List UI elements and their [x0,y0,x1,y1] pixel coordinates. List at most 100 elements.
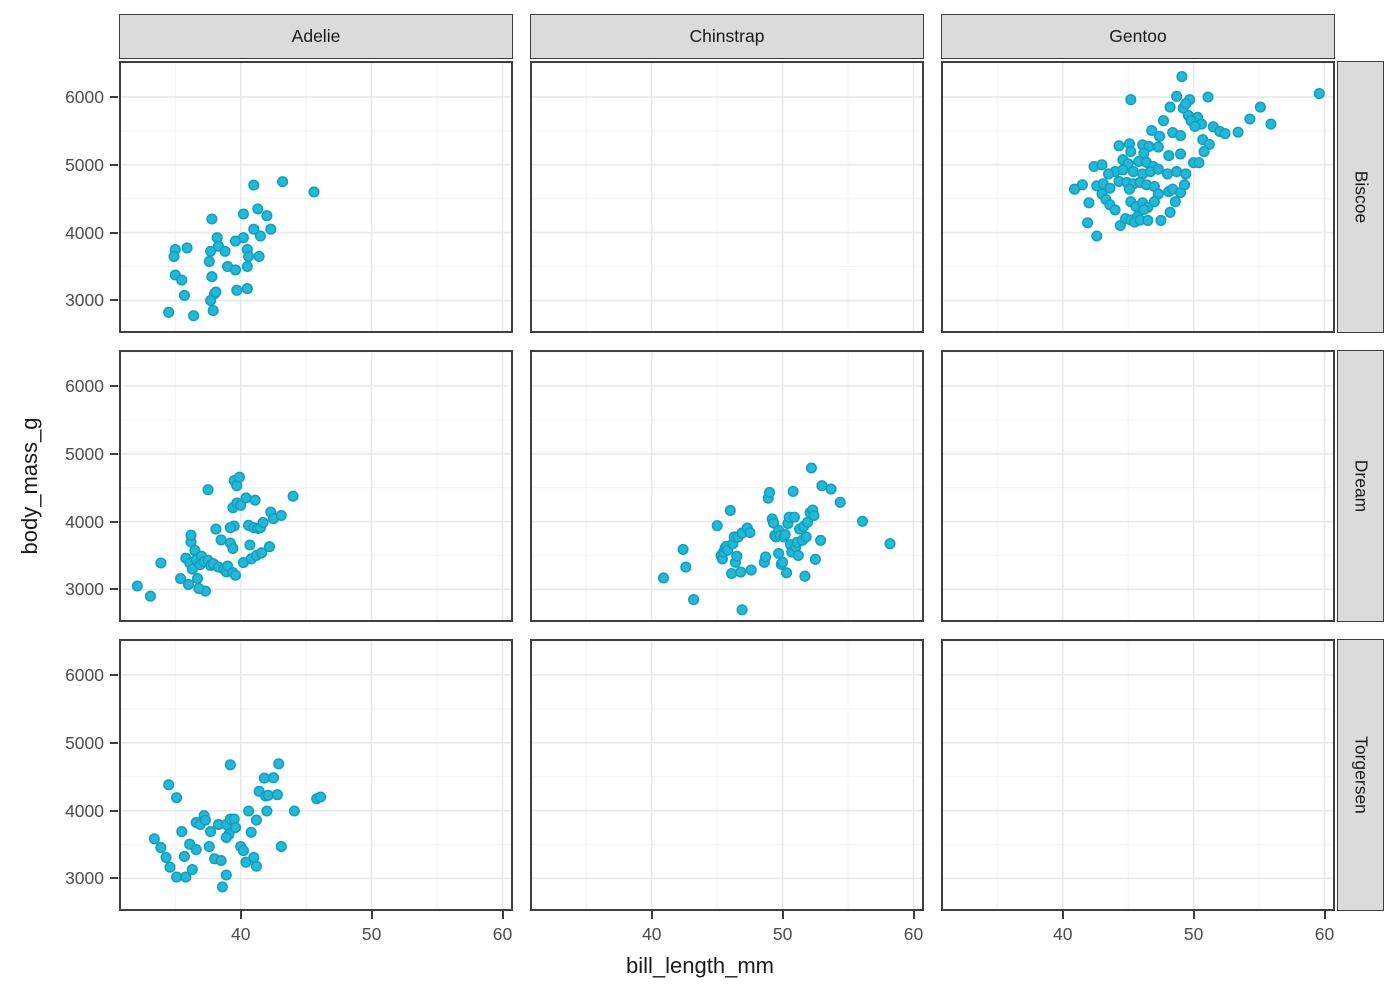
data-point [176,274,188,286]
data-point [1152,163,1164,175]
y-tick-mark [110,231,118,234]
panel-background [530,639,924,911]
y-tick-mark [110,163,118,166]
data-point [735,566,747,578]
panel-chinstrap-dream [530,350,924,622]
data-point [229,235,242,247]
data-point [1219,128,1231,140]
y-tick-label: 3000 [65,290,104,311]
x-tick-label: 60 [903,924,924,944]
data-point [800,531,812,543]
y-tick-label: 6000 [65,664,104,685]
data-point [744,526,756,539]
y-tick-mark [110,673,118,676]
data-point [1313,88,1325,100]
data-point [231,284,243,296]
data-point [816,480,828,492]
data-point [216,881,228,893]
data-point [1180,168,1192,180]
data-point [245,826,257,838]
panel-background [530,350,924,622]
data-point [792,549,804,562]
data-point [1203,138,1215,150]
data-point [215,854,227,867]
x-tick-mark [781,911,784,919]
data-point [787,485,799,497]
data-point [1109,204,1121,216]
y-tick-mark [110,452,118,455]
data-point [227,542,239,554]
data-point [884,538,896,550]
data-point [1148,196,1160,208]
data-point [258,772,270,784]
data-point [1146,124,1158,137]
row-strip-label: Torgersen [1351,736,1371,814]
data-point [257,517,269,529]
panel-background [941,61,1335,333]
y-tick-mark [110,299,118,302]
panel-gentoo-biscoe [941,61,1335,333]
data-point [205,826,217,838]
data-point [1127,166,1139,178]
data-point [273,758,285,770]
data-point [1198,146,1210,158]
data-point [799,570,811,582]
data-point [271,789,283,801]
data-point [240,856,252,868]
panel-border [941,639,1335,911]
data-point [1232,126,1244,138]
data-point [773,547,785,560]
data-point [1113,140,1125,152]
panel-border [941,61,1335,333]
y-tick-label: 5000 [65,732,104,753]
data-point [254,230,266,242]
row-strip-torgersen: Torgersen [1337,639,1384,911]
data-point [163,779,175,791]
panel-border [119,61,513,333]
data-point [745,564,757,576]
data-point [235,499,247,511]
y-tick-label: 6000 [65,86,104,107]
data-point [287,490,299,502]
data-point [202,484,214,496]
y-tick-mark [110,809,118,812]
y-tick-label: 4000 [65,511,104,532]
data-point [1180,98,1192,110]
panel-background [941,639,1335,911]
data-point [788,511,800,523]
data-point [1189,120,1201,133]
row-strip-label: Dream [1351,459,1371,513]
data-point [1178,179,1191,191]
panel-chinstrap-torgersen [530,639,924,911]
x-tick-label: 60 [492,924,513,944]
data-point [1155,214,1167,226]
data-point [1171,90,1183,102]
data-point [237,845,249,857]
x-tick-mark [1192,911,1195,919]
data-point [185,529,197,541]
data-point [243,805,255,817]
data-point [188,310,200,322]
data-point [1138,203,1150,216]
panel-adelie-torgersen [119,639,513,911]
data-point [763,486,776,498]
data-point [220,869,232,881]
y-tick-label: 3000 [65,868,104,889]
data-point [193,582,205,594]
data-point [1123,183,1136,195]
data-point [262,789,274,801]
data-point [1164,101,1176,113]
data-point [726,567,738,580]
data-point [777,556,789,568]
data-point [199,814,211,826]
data-point [1176,71,1188,83]
data-point [267,772,280,784]
data-point [203,841,215,853]
data-point [248,223,260,235]
y-tick-label: 6000 [65,375,104,396]
x-tick-mark [1323,911,1326,919]
data-point [178,850,190,862]
data-point [181,242,193,254]
data-point [1164,206,1176,218]
